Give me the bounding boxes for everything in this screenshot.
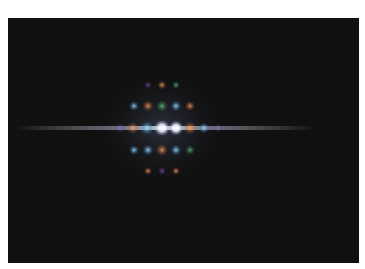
page: {} xyxy=(0,0,365,269)
photo xyxy=(0,0,365,269)
